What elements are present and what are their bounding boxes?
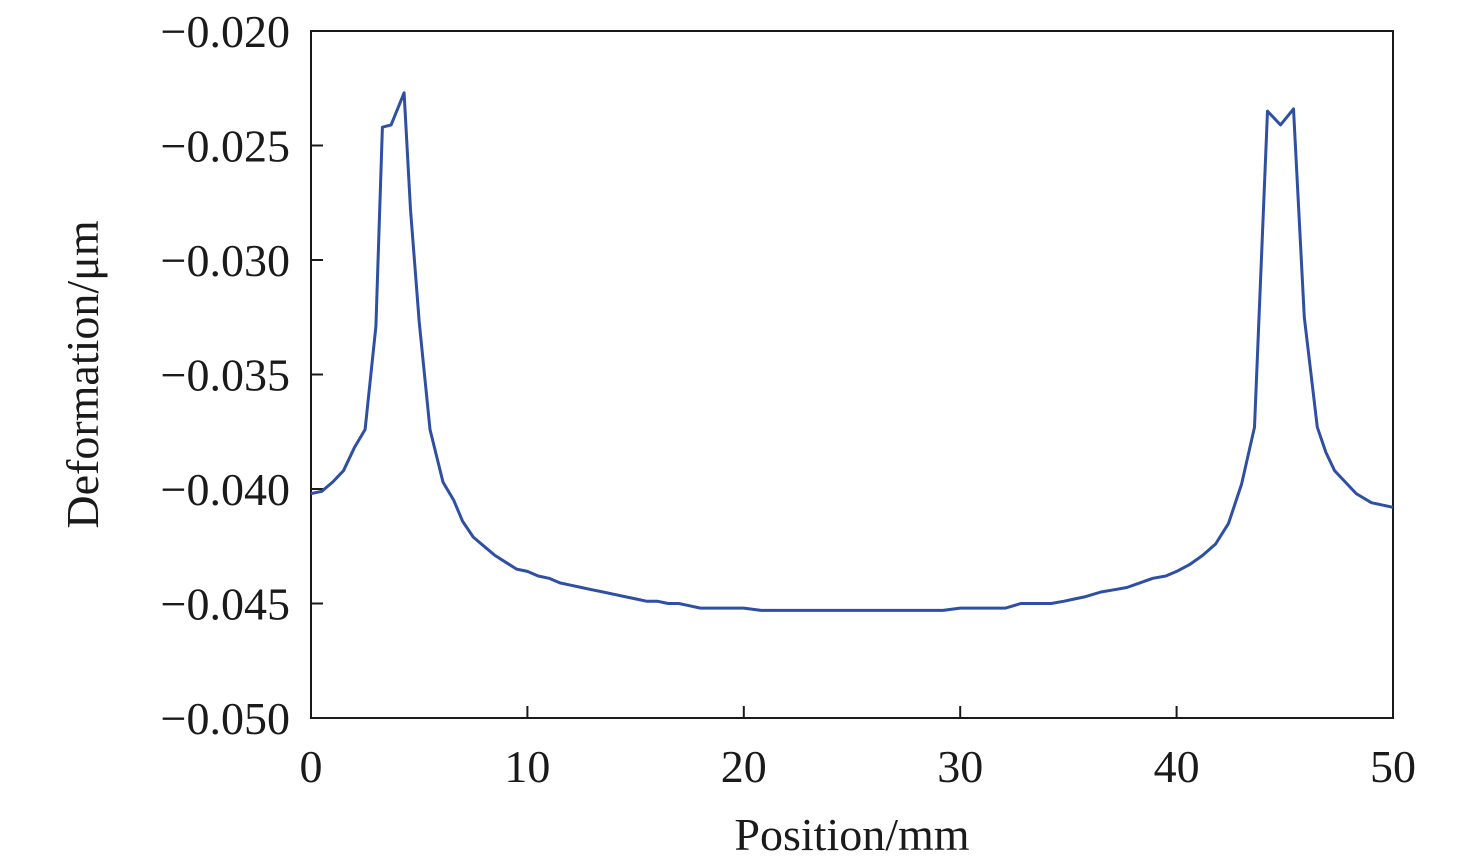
y-tick-label: −0.040 xyxy=(161,464,290,515)
plot-frame xyxy=(310,30,1394,719)
x-axis: 0 10 20 30 40 50 xyxy=(300,706,1416,792)
x-tick-label: 30 xyxy=(937,741,983,792)
y-axis-title: Deformation/μm xyxy=(57,220,108,528)
y-tick-label: −0.020 xyxy=(161,6,290,57)
x-tick-label: 50 xyxy=(1370,741,1416,792)
y-axis: −0.050 −0.045 −0.040 −0.035 −0.030 −0.025 −0.0… xyxy=(161,6,323,744)
x-axis-title: Position/mm xyxy=(734,809,969,860)
x-tick-label: 10 xyxy=(504,741,550,792)
x-tick-label: 0 xyxy=(300,741,323,792)
y-tick-label: −0.025 xyxy=(161,121,290,172)
series-line xyxy=(310,91,1394,612)
x-tick-label: 40 xyxy=(1154,741,1200,792)
x-tick-label: 20 xyxy=(721,741,767,792)
y-tick-label: −0.045 xyxy=(161,579,290,630)
y-tick-label: −0.050 xyxy=(161,693,290,744)
y-tick-label: −0.035 xyxy=(161,350,290,401)
series-layer xyxy=(310,91,1394,612)
y-tick-label: −0.030 xyxy=(161,235,290,286)
